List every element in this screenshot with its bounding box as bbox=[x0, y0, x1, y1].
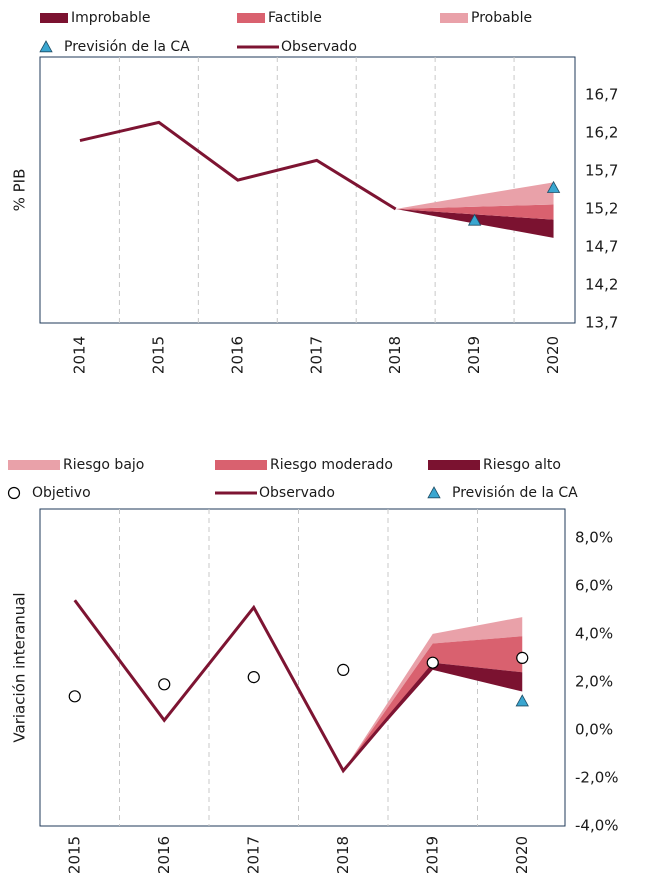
y-tick-label: 16,7 bbox=[585, 86, 618, 104]
y-tick-label: 14,7 bbox=[585, 238, 618, 256]
plot-frame bbox=[39, 508, 566, 827]
marker bbox=[467, 213, 482, 226]
y-tick-label: 15,2 bbox=[585, 200, 618, 218]
marker bbox=[68, 690, 81, 703]
legend-swatch bbox=[39, 40, 53, 53]
x-tick-label: 2015 bbox=[149, 336, 167, 374]
marker bbox=[158, 678, 171, 691]
y-tick-label: -2,0% bbox=[575, 768, 619, 786]
fan-band bbox=[343, 662, 523, 771]
legend-swatch bbox=[427, 486, 441, 499]
legend-label: Riesgo moderado bbox=[270, 457, 393, 473]
y-tick-label: 2,0% bbox=[575, 672, 613, 690]
legend-swatch bbox=[7, 486, 21, 500]
marker bbox=[337, 663, 350, 677]
marker bbox=[247, 671, 260, 684]
x-tick-label: 2019 bbox=[423, 836, 441, 874]
legend-label: Factible bbox=[268, 10, 322, 26]
legend-label: Observado bbox=[259, 485, 335, 501]
x-tick-label: 2014 bbox=[70, 336, 88, 374]
x-tick-label: 2018 bbox=[386, 336, 404, 374]
legend-label: Objetivo bbox=[32, 485, 91, 501]
x-tick-label: 2016 bbox=[155, 836, 173, 874]
marker bbox=[426, 656, 439, 669]
legend-swatch bbox=[237, 13, 265, 23]
legend-swatch bbox=[40, 13, 68, 23]
legend-label: Riesgo bajo bbox=[63, 457, 144, 473]
observed-line bbox=[79, 120, 397, 211]
legend-label: Previsión de la CA bbox=[452, 485, 578, 501]
legend-label: Observado bbox=[281, 39, 357, 55]
fan-band bbox=[343, 636, 523, 771]
plot-frame bbox=[39, 56, 576, 324]
y-tick-label: -4,0% bbox=[575, 817, 619, 835]
x-tick-label: 2018 bbox=[334, 836, 352, 874]
x-tick-label: 2016 bbox=[228, 336, 246, 374]
y-tick-label: 15,7 bbox=[585, 162, 618, 180]
y-tick-label: 16,2 bbox=[585, 124, 618, 142]
fan-band bbox=[343, 617, 523, 771]
legend-swatch bbox=[8, 460, 60, 470]
fan-band bbox=[395, 204, 554, 220]
y-axis-title: Variación interanual bbox=[11, 592, 29, 742]
x-tick-label: 2020 bbox=[544, 336, 562, 374]
observed-line bbox=[73, 599, 434, 774]
legend-swatch bbox=[428, 460, 480, 470]
x-tick-label: 2019 bbox=[465, 336, 483, 374]
y-tick-label: 8,0% bbox=[575, 528, 613, 546]
y-tick-label: 4,0% bbox=[575, 624, 613, 642]
x-tick-label: 2020 bbox=[513, 836, 531, 874]
fan-band bbox=[395, 182, 554, 209]
x-tick-label: 2015 bbox=[65, 836, 83, 874]
legend-label: Riesgo alto bbox=[483, 457, 561, 473]
y-axis-title: % PIB bbox=[11, 169, 29, 212]
legend-swatch bbox=[215, 460, 267, 470]
marker bbox=[546, 180, 561, 193]
legend-label: Probable bbox=[471, 10, 532, 26]
y-tick-label: 0,0% bbox=[575, 720, 613, 738]
x-tick-label: 2017 bbox=[307, 336, 325, 374]
marker bbox=[515, 694, 529, 707]
legend-swatch bbox=[440, 13, 468, 23]
y-tick-label: 13,7 bbox=[585, 314, 618, 332]
x-tick-label: 2017 bbox=[244, 836, 262, 874]
y-tick-label: 14,2 bbox=[585, 276, 618, 294]
legend-label: Previsión de la CA bbox=[64, 39, 190, 55]
fan-band bbox=[395, 209, 554, 238]
marker bbox=[516, 651, 529, 664]
legend-label: Improbable bbox=[71, 10, 151, 26]
y-tick-label: 6,0% bbox=[575, 576, 613, 594]
